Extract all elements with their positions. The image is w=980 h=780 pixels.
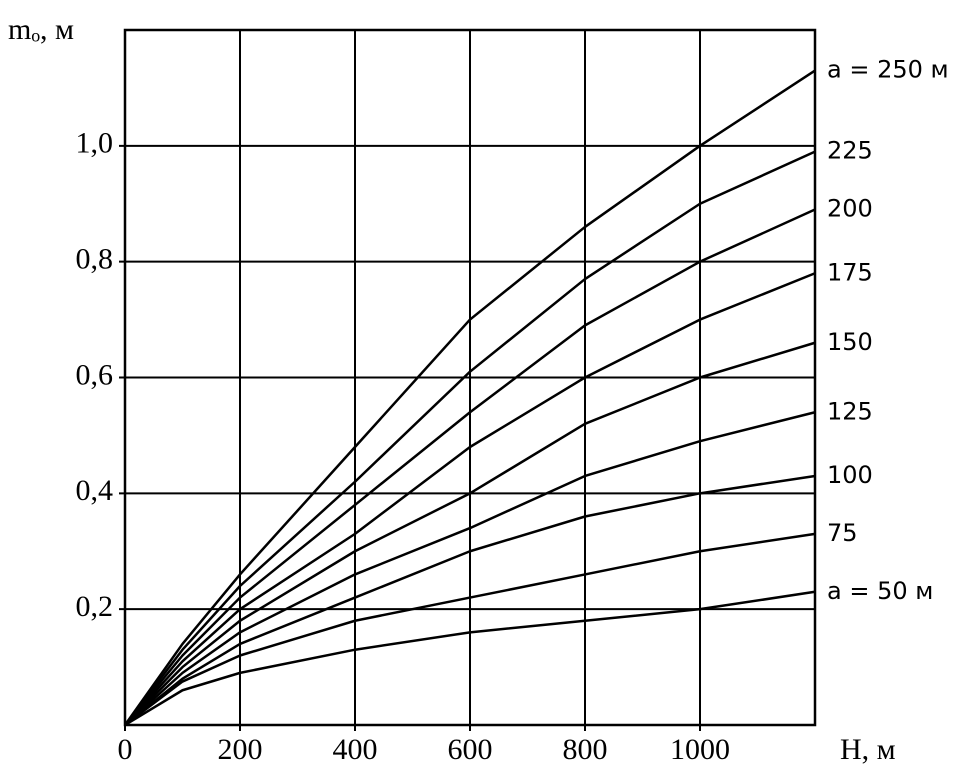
data-line <box>123 69 816 726</box>
x-tick-label: 400 <box>333 733 378 766</box>
data-line <box>124 474 816 726</box>
series-label: 225 <box>827 137 873 165</box>
x-tick-label: 800 <box>563 733 608 766</box>
y-tick-label: 0,8 <box>76 243 114 276</box>
series-label: 150 <box>827 328 873 356</box>
y-tick-label: 1,0 <box>76 127 114 160</box>
series-label: a = 50 м <box>827 577 933 605</box>
y-tick-label: 0,4 <box>76 474 114 507</box>
series-label: 75 <box>827 519 858 547</box>
data-line <box>124 150 816 726</box>
series-label: 200 <box>827 195 873 223</box>
series-label: 175 <box>827 258 873 286</box>
y-tick-label: 0,2 <box>76 590 114 623</box>
x-tick-label: 200 <box>218 733 263 766</box>
y-axis-label: mₒ, м <box>8 13 74 46</box>
data-line <box>124 341 816 726</box>
x-tick-label: 0 <box>118 733 133 766</box>
x-axis-label: H, м <box>840 733 896 766</box>
data-line <box>124 208 816 726</box>
series-label: a = 250 м <box>827 56 949 84</box>
x-tick-label: 600 <box>448 733 493 766</box>
data-line <box>124 590 816 727</box>
series-label: 100 <box>827 461 873 489</box>
data-line <box>124 272 816 726</box>
y-tick-label: 0,6 <box>76 358 114 391</box>
data-line <box>124 532 816 726</box>
x-tick-label: 1000 <box>670 733 730 766</box>
data-line <box>124 411 816 726</box>
series-label: 125 <box>827 397 873 425</box>
